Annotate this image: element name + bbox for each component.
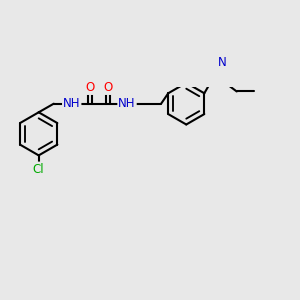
- Text: N: N: [218, 56, 227, 68]
- Text: O: O: [104, 81, 113, 94]
- Text: NH: NH: [63, 97, 80, 110]
- Text: NH: NH: [118, 97, 136, 110]
- Text: O: O: [86, 81, 95, 94]
- Text: Cl: Cl: [33, 163, 44, 176]
